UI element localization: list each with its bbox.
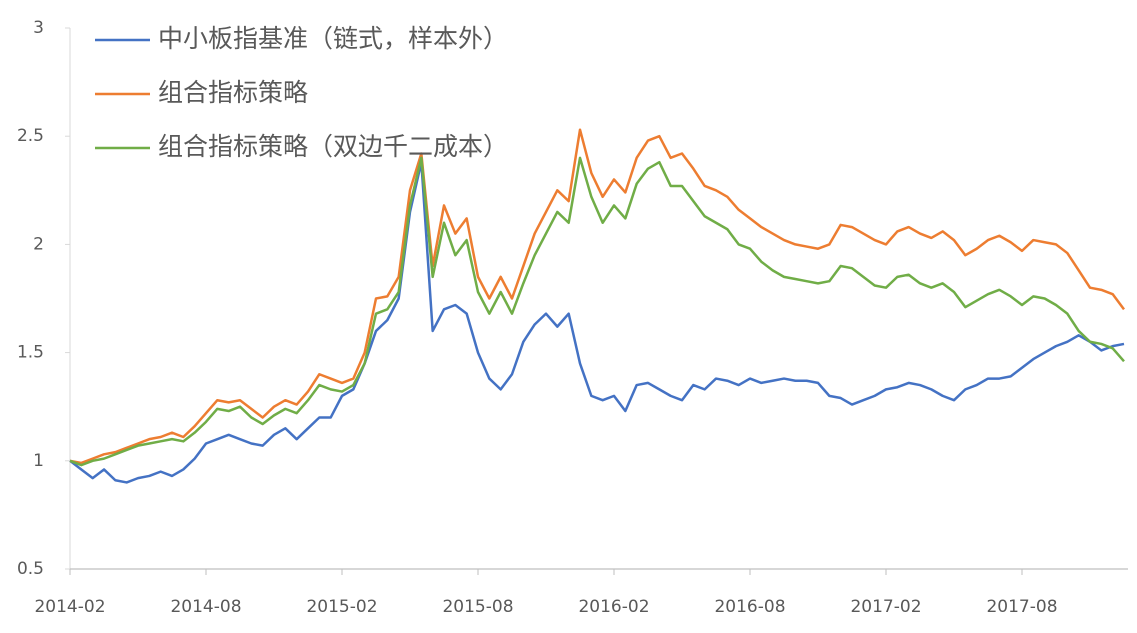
legend-label: 中小板指基准（链式，样本外） xyxy=(158,24,508,53)
x-tick-label: 2015-02 xyxy=(306,597,377,617)
x-tick-label: 2014-08 xyxy=(170,597,241,617)
x-tick-label: 2016-02 xyxy=(578,597,649,617)
y-tick-label: 0.5 xyxy=(17,559,44,579)
y-tick-label: 3 xyxy=(33,18,44,38)
y-tick-label: 1 xyxy=(33,451,44,471)
series-line xyxy=(69,128,1126,465)
series-line xyxy=(69,156,1125,467)
y-tick-label: 2 xyxy=(33,234,44,254)
legend-label: 组合指标策略 xyxy=(158,78,308,107)
y-tick-label: 2.5 xyxy=(17,126,44,146)
x-tick-label: 2014-02 xyxy=(34,597,105,617)
x-tick-label: 2017-02 xyxy=(850,597,921,617)
series-line xyxy=(69,160,1125,484)
x-tick-label: 2016-08 xyxy=(714,597,785,617)
x-tick-label: 2015-08 xyxy=(442,597,513,617)
x-tick-label: 2017-08 xyxy=(986,597,1057,617)
y-tick-label: 1.5 xyxy=(17,343,44,363)
legend-label: 组合指标策略（双边千二成本） xyxy=(158,132,508,161)
